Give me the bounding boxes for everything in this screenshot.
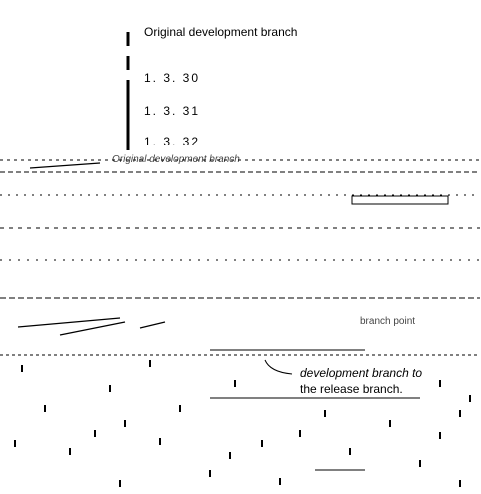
diagram-title: Original development branch [144,25,298,39]
arrow-1 [17,317,121,328]
version-label-3: 1. 3. 32 [144,135,201,145]
note-line-1: development branch to [300,366,423,380]
note-line-2: the release branch. [300,382,403,396]
release-box [351,195,449,205]
legend-label: Original development branch [112,154,240,165]
arrow-4 [29,162,101,169]
version-label-1: 1. 3. 30 [144,71,201,85]
arrow-3 [139,321,166,329]
version-label-2: 1. 3. 31 [144,104,201,118]
arrow-2 [59,321,126,336]
checkpoint-label: branch point [360,316,416,327]
tick-marks [14,360,471,487]
note-callout [264,359,293,375]
